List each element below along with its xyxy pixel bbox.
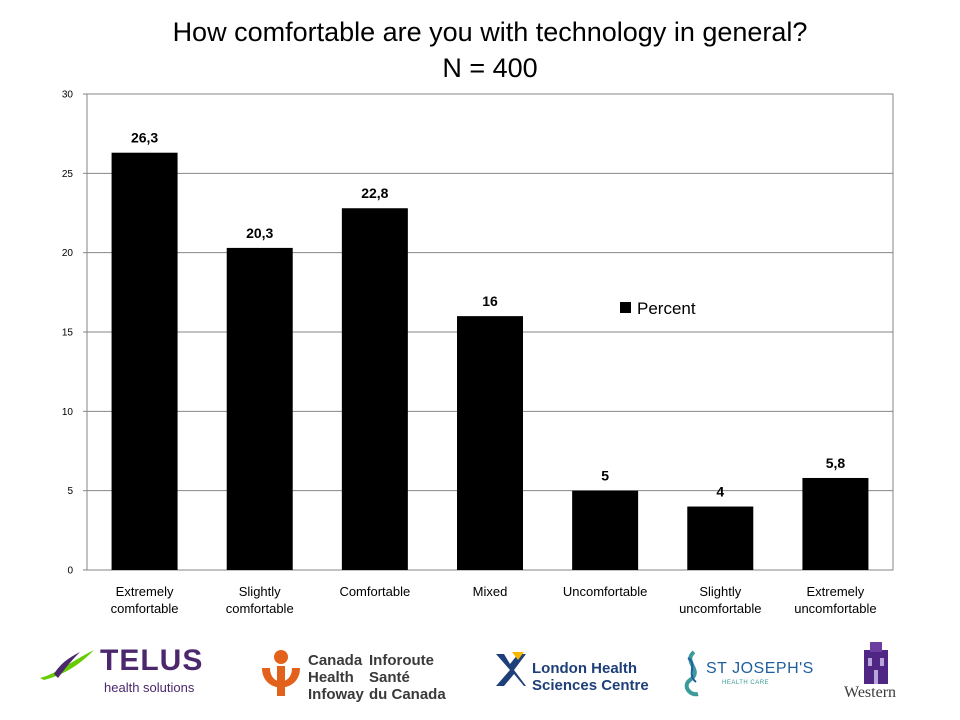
chart-title-block: How comfortable are you with technology … [0,14,960,86]
y-tick-label: 15 [62,328,74,339]
bar [572,490,639,570]
x-tick-label-line: Mixed [473,584,508,599]
x-tick-label-line: Slightly [699,584,741,599]
x-tick-label-line: Extremely [807,584,865,599]
x-tick-label-line: Extremely [116,584,174,599]
x-tick-label: Uncomfortable [563,584,648,599]
data-label: 5 [601,468,609,484]
data-label: 5,8 [826,455,846,471]
data-label: 26,3 [131,130,158,146]
infoway-figure-icon [262,650,300,696]
x-tick-label-line: Slightly [239,584,281,599]
infoway-text-en: Canada Health Infoway [308,652,364,703]
western-logo-text: Western [844,684,897,701]
x-tick-label-line: uncomfortable [794,601,876,616]
x-tick-label-line: comfortable [226,601,294,616]
chart-title: How comfortable are you with technology … [172,17,808,47]
x-tick-label-line: uncomfortable [679,601,761,616]
bar [226,247,293,570]
stjosephs-logo-subtext: HEALTH CARE [722,680,770,686]
data-label: 22,8 [361,185,388,201]
x-tick-label: Comfortable [339,584,410,599]
lhsc-logo-text: London Health Sciences Centre [532,660,649,694]
x-tick-label-line: comfortable [111,601,179,616]
telus-logo-text: TELUS [100,644,204,677]
telus-leaf-icon [40,650,94,680]
data-label: 20,3 [246,225,273,241]
western-tower-icon [864,642,888,684]
legend-swatch [620,302,631,313]
lhsc-emblem-icon [496,652,526,686]
y-tick-label: 10 [62,407,74,418]
x-tick-label-line: Comfortable [339,584,410,599]
bar [457,316,523,570]
infoway-text-fr: Inforoute Santé du Canada [369,652,446,703]
y-tick-label: 20 [62,248,74,259]
stjosephs-emblem-icon [684,650,699,697]
y-tick-label: 25 [62,169,74,180]
telus-logo-subtext: health solutions [104,680,195,695]
stjosephs-logo-text: ST JOSEPH'S [706,660,814,677]
chart-subtitle: N = 400 [442,53,538,83]
x-tick-label: Mixed [473,584,508,599]
x-tick-label-line: Uncomfortable [563,584,648,599]
bar [111,152,178,570]
y-tick-label: 0 [67,566,73,577]
bar [802,477,869,570]
x-tick-label: Extremely comfortable [111,584,179,616]
data-label: 4 [716,484,724,500]
bar [341,208,408,571]
x-tick-label: Slightly comfortable [226,584,294,616]
y-tick-label: 5 [67,486,73,497]
x-tick-label: Extremely uncomfortable [794,584,876,616]
bar [687,506,754,570]
y-tick-label: 30 [62,90,74,101]
data-label: 16 [482,293,498,309]
bar-chart: 0 5 10 15 20 25 30 26,3 Extremely comfortable 20,3… [62,90,894,616]
legend-label: Percent [637,299,696,318]
x-tick-label: Slightly uncomfortable [679,584,761,616]
sponsor-logos: TELUS health solutions [0,630,960,720]
